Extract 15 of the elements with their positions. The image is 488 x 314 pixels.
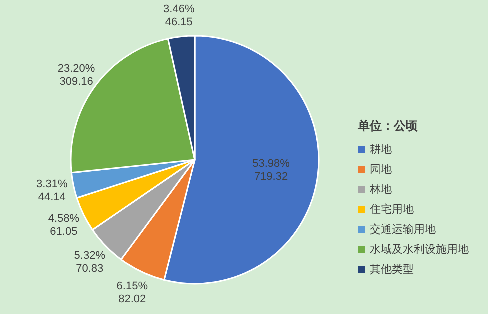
data-label: 4.58% 61.05 [48,212,80,238]
legend-label: 住宅用地 [370,203,414,216]
data-label: 23.20% 309.16 [58,63,96,88]
legend-label: 林地 [369,183,392,196]
data-label: 6.15% 82.02 [116,280,148,306]
data-label: 5.32% 70.83 [74,250,106,275]
legend-label: 水域及水利设施用地 [370,243,469,256]
data-label: 3.46% 46.15 [164,3,195,28]
data-label: 53.98% 719.32 [252,158,290,184]
data-label: 3.31% 44.14 [36,178,68,204]
legend-label: 耕地 [370,143,392,156]
legend-label: 园地 [370,163,392,176]
legend-label: 交通运输用地 [370,223,436,236]
legend-title: 单位：公顷 [357,119,419,133]
legend-label: 其他类型 [370,263,414,276]
